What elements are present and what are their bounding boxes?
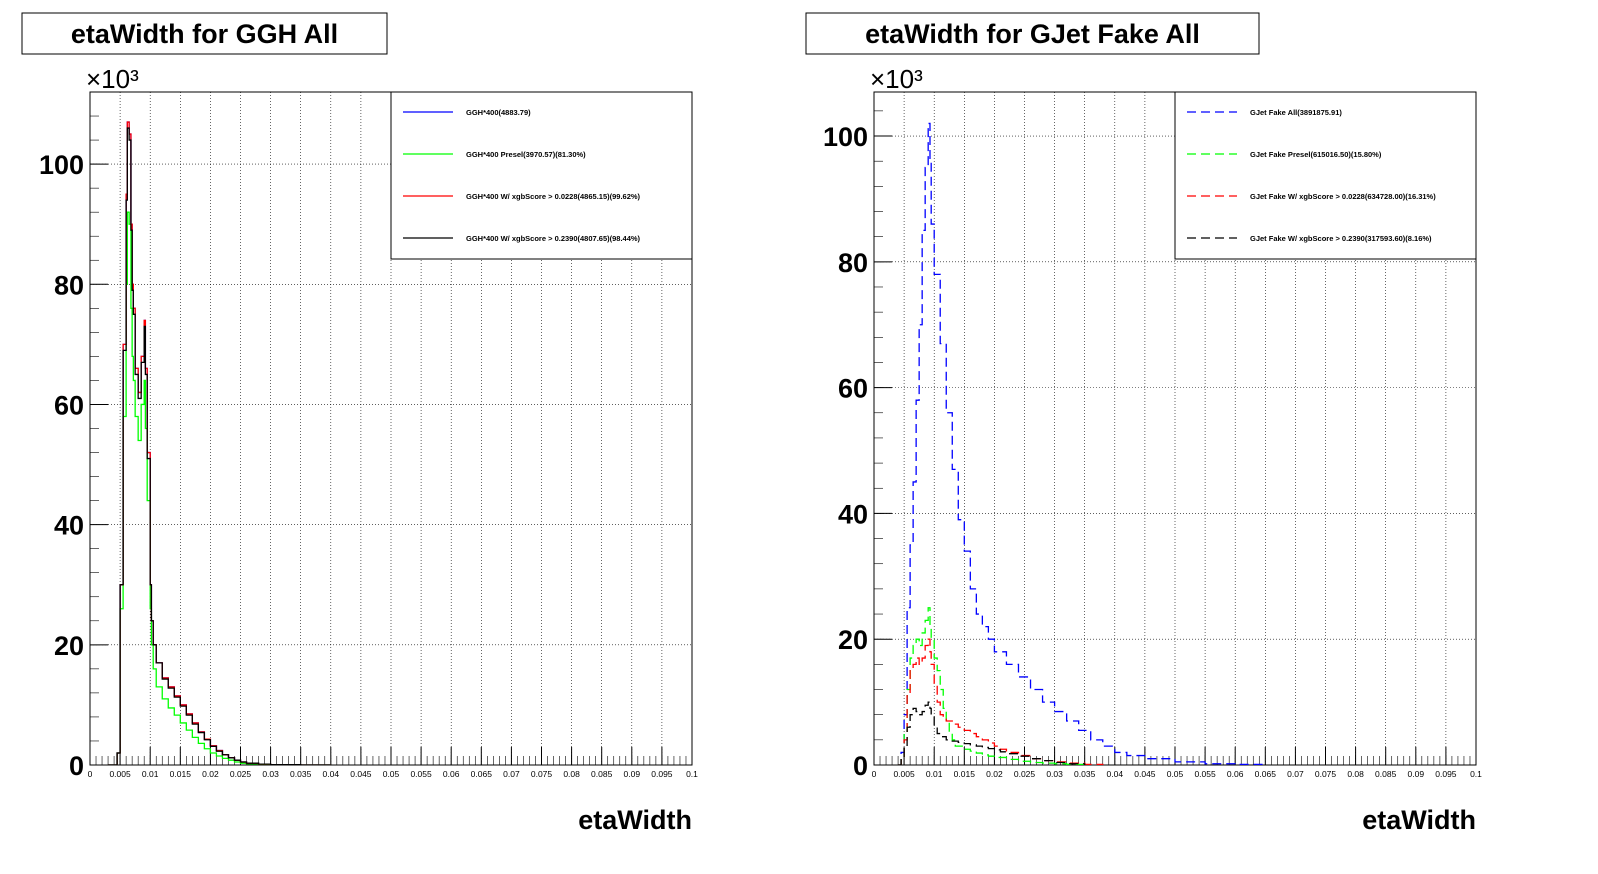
chart-panel-2: etaWidth for GJet Fake All 0 0.005 0.01 0.01… (805, 12, 1482, 835)
x-tick-label: 0.05 (1167, 769, 1184, 779)
y-tick-label: 40 (54, 511, 84, 541)
x-tick-label: 0.03 (1046, 769, 1063, 779)
x-tick-label: 0.075 (1315, 769, 1337, 779)
x-axis-label: etaWidth (578, 805, 692, 835)
x-tick-label: 0.055 (1194, 769, 1216, 779)
x-tick-label: 0.015 (954, 769, 976, 779)
x-tick-label: 0.085 (591, 769, 613, 779)
x-tick-label: 0.05 (383, 769, 400, 779)
x-tick-label: 0.005 (109, 769, 131, 779)
x-tick-label: 0 (88, 769, 93, 779)
x-tick-label: 0.025 (230, 769, 252, 779)
y-tick-label: 80 (838, 248, 868, 278)
legend-entry: GGH*400 Presel(3970.57)(81.30%) (466, 150, 586, 159)
x-tick-label: 0.045 (1134, 769, 1156, 779)
series-line-1 (898, 122, 1266, 765)
series-line-4 (898, 701, 1086, 765)
x-tick-label: 0.1 (1470, 769, 1482, 779)
x-tick-label: 0.06 (443, 769, 460, 779)
x-tick-label: 0.085 (1375, 769, 1397, 779)
x-tick-label: 0.055 (410, 769, 432, 779)
legend: GJet Fake All(3891875.91) GJet Fake Prese… (1174, 91, 1477, 260)
y-multiplier-label: ×10³ (86, 64, 139, 94)
legend-entry: GGH*400 W/ xgbScore > 0.2390(4807.65)(98… (466, 234, 641, 243)
x-tick-label: 0.04 (1107, 769, 1124, 779)
y-tick-label: 20 (838, 625, 868, 655)
x-tick-label: 0.065 (471, 769, 493, 779)
series-line-2 (108, 211, 331, 765)
x-tick-label: 0.1 (686, 769, 698, 779)
y-tick-label: 60 (838, 374, 868, 404)
x-tick-label: 0.09 (1408, 769, 1425, 779)
x-tick-label: 0.04 (323, 769, 340, 779)
x-tick-label: 0 (872, 769, 877, 779)
x-tick-label: 0.09 (624, 769, 641, 779)
y-tick-label: 80 (54, 270, 84, 300)
legend-entry: GJet Fake W/ xgbScore > 0.0228(634728.00… (1250, 192, 1436, 201)
chart-title: etaWidth for GGH All (71, 19, 338, 49)
x-tick-label: 0.015 (170, 769, 192, 779)
x-tick-label: 0.035 (1074, 769, 1096, 779)
x-tick-label: 0.06 (1227, 769, 1244, 779)
x-axis-label: etaWidth (1362, 805, 1476, 835)
legend-box (1174, 91, 1477, 260)
x-tick-label: 0.03 (262, 769, 279, 779)
x-tick-label: 0.095 (1435, 769, 1457, 779)
x-tick-label: 0.01 (142, 769, 159, 779)
x-tick-label: 0.02 (202, 769, 219, 779)
x-tick-label: 0.02 (986, 769, 1003, 779)
legend: GGH*400(4883.79) GGH*400 Presel(3970.57)(… (390, 91, 693, 260)
series-line-2 (898, 607, 1086, 765)
chart-panel-1: etaWidth for GGH All 0 0.005 0.01 0.015 0.02 0… (21, 12, 698, 835)
x-tick-label: 0.045 (350, 769, 372, 779)
x-tick-label: 0.08 (1347, 769, 1364, 779)
x-tick-label: 0.07 (1287, 769, 1304, 779)
y-tick-label: 100 (823, 122, 868, 152)
legend-entry: GGH*400 W/ xgbScore > 0.0228(4865.15)(99… (466, 192, 641, 201)
x-tick-label: 0.08 (563, 769, 580, 779)
legend-entry: GJet Fake All(3891875.91) (1250, 108, 1342, 117)
legend-box (390, 91, 693, 260)
x-tick-label: 0.005 (893, 769, 915, 779)
y-tick-label: 40 (838, 499, 868, 529)
x-tick-label: 0.025 (1014, 769, 1036, 779)
series-line-3 (108, 121, 331, 765)
legend-entry: GJet Fake Presel(615016.50)(15.80%) (1250, 150, 1382, 159)
y-multiplier-label: ×10³ (870, 64, 923, 94)
x-tick-label: 0.065 (1255, 769, 1277, 779)
title-box (21, 12, 388, 55)
title-box (805, 12, 1260, 55)
x-tick-label: 0.075 (531, 769, 553, 779)
series-line-4 (108, 127, 331, 765)
x-tick-label: 0.035 (290, 769, 312, 779)
y-tick-label: 0 (853, 751, 868, 781)
y-tick-label: 60 (54, 390, 84, 420)
chart-title: etaWidth for GJet Fake All (865, 19, 1200, 49)
legend-entry: GGH*400(4883.79) (466, 108, 531, 117)
legend-entry: GJet Fake W/ xgbScore > 0.2390(317593.60… (1250, 234, 1432, 243)
y-tick-label: 0 (69, 751, 84, 781)
series-line-1 (108, 121, 331, 765)
x-tick-label: 0.095 (651, 769, 673, 779)
x-tick-label: 0.01 (926, 769, 943, 779)
y-tick-label: 100 (39, 150, 84, 180)
x-tick-label: 0.07 (503, 769, 520, 779)
y-tick-label: 20 (54, 631, 84, 661)
